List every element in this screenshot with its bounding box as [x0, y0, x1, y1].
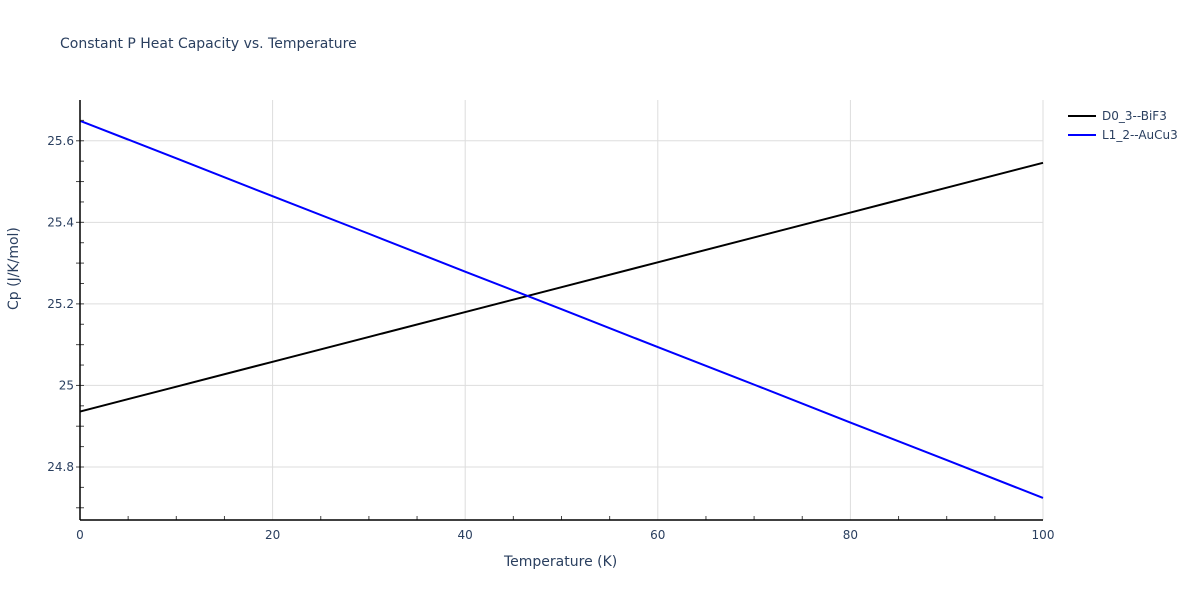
series-line[interactable]	[79, 119, 1044, 499]
legend: D0_3--BiF3 L1_2--AuCu3	[1068, 106, 1178, 144]
y-tick-label: 24.8	[47, 460, 74, 474]
x-tick-label: 0	[76, 528, 84, 542]
x-axis-label: Temperature (K)	[504, 554, 618, 570]
grid-lines	[80, 100, 1044, 520]
legend-label: D0_3--BiF3	[1102, 108, 1167, 123]
legend-line-icon	[1068, 114, 1096, 117]
series-line[interactable]	[79, 161, 1044, 413]
legend-item-l1-2-aucu3[interactable]: L1_2--AuCu3	[1068, 125, 1178, 144]
y-tick-label: 25	[59, 378, 74, 392]
legend-item-d0-3-bif3[interactable]: D0_3--BiF3	[1068, 106, 1178, 125]
x-tick-label: 100	[1032, 528, 1055, 542]
y-tick-label: 25.2	[47, 297, 74, 311]
x-tick-label: 40	[458, 528, 473, 542]
legend-line-icon	[1068, 133, 1096, 136]
chart-title: Constant P Heat Capacity vs. Temperature	[60, 36, 357, 52]
y-tick-label: 25.4	[47, 215, 74, 229]
data-series	[79, 119, 1044, 499]
x-tick-label: 20	[265, 528, 280, 542]
x-tick-label: 60	[650, 528, 665, 542]
y-tick-label: 25.6	[47, 134, 74, 148]
x-tick-label: 80	[843, 528, 858, 542]
y-axis-label: Cp (J/K/mol)	[6, 227, 22, 310]
legend-label: L1_2--AuCu3	[1102, 127, 1178, 142]
axes: 0 20 40 60 80 100 24.8 25 25.2 25.4 25.6	[47, 100, 1054, 542]
